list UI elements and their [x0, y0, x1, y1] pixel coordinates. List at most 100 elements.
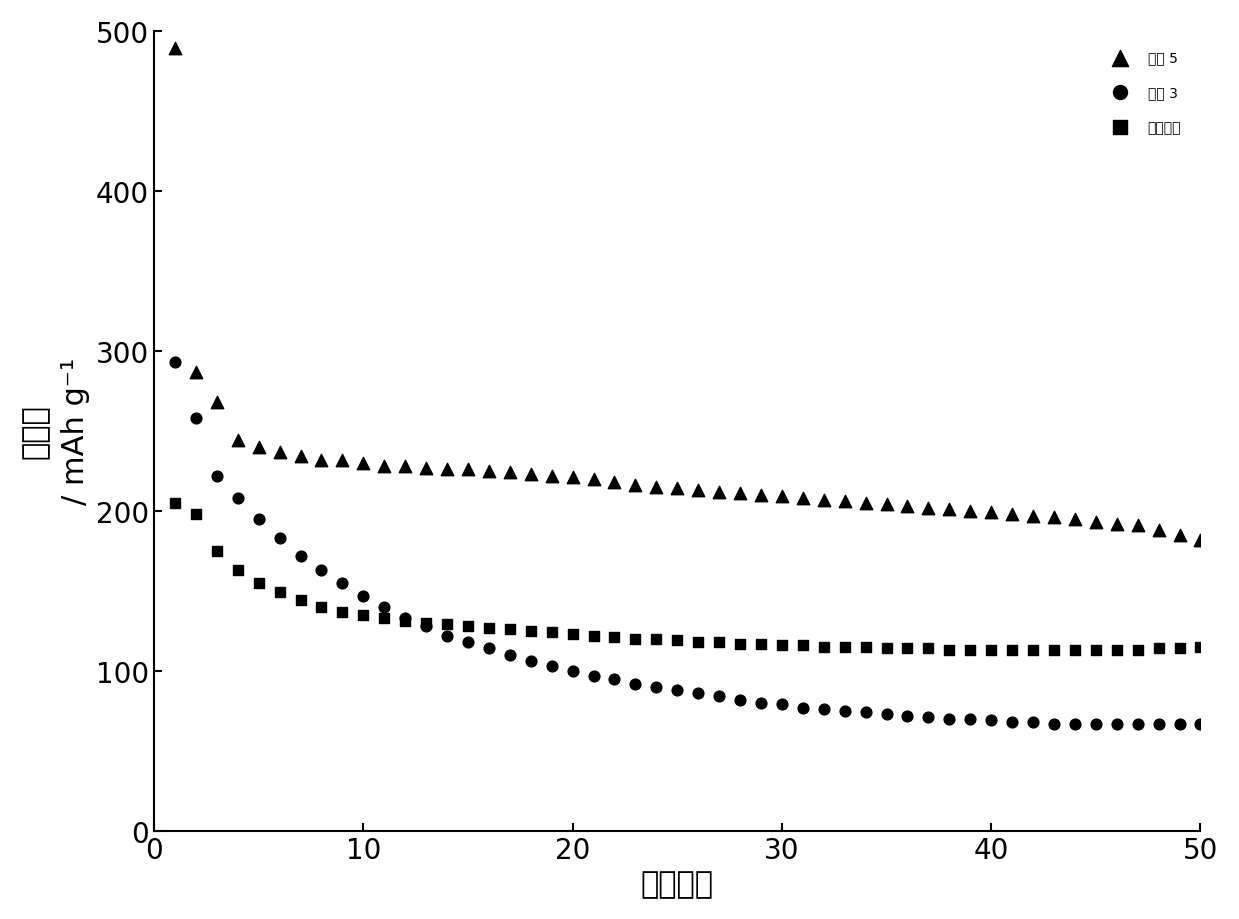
X-axis label: 循环次数: 循环次数	[641, 869, 714, 898]
对比样品	[960, 643, 980, 658]
对比样品	[939, 643, 959, 658]
样品 5	[311, 453, 331, 468]
样品 3	[960, 711, 980, 726]
样品 5	[437, 462, 457, 477]
样品 5	[165, 42, 185, 57]
对比样品	[688, 635, 707, 650]
对比样品	[186, 507, 206, 522]
样品 3	[647, 680, 667, 695]
样品 5	[939, 503, 959, 517]
样品 5	[584, 472, 603, 487]
对比样品	[647, 631, 667, 646]
样品 3	[291, 549, 311, 563]
对比样品	[584, 629, 603, 643]
样品 3	[1044, 717, 1064, 732]
样品 3	[270, 531, 290, 546]
对比样品	[793, 638, 813, 652]
样品 3	[730, 692, 750, 707]
Y-axis label: 比容量
/ mAh g⁻¹: 比容量 / mAh g⁻¹	[21, 357, 90, 505]
样品 5	[520, 467, 540, 482]
对比样品	[751, 637, 771, 652]
对比样品	[1149, 641, 1168, 656]
对比样品	[1106, 643, 1126, 658]
对比样品	[541, 625, 561, 640]
样品 5	[772, 490, 792, 505]
对比样品	[374, 611, 394, 626]
对比样品	[1023, 643, 1043, 658]
样品 5	[981, 505, 1001, 520]
样品 3	[793, 700, 813, 715]
样品 5	[1002, 507, 1022, 522]
样品 3	[395, 611, 415, 626]
对比样品	[520, 624, 540, 639]
样品 5	[814, 493, 834, 507]
样品 5	[897, 499, 917, 514]
样品 3	[332, 576, 352, 591]
对比样品	[1085, 643, 1105, 658]
样品 5	[395, 460, 415, 474]
样品 3	[981, 713, 1001, 728]
样品 5	[249, 440, 269, 455]
样品 5	[1149, 523, 1168, 538]
样品 5	[1106, 516, 1126, 531]
样品 3	[605, 672, 624, 686]
样品 5	[291, 449, 311, 464]
样品 3	[1002, 715, 1022, 730]
对比样品	[395, 614, 415, 629]
样品 3	[520, 654, 540, 669]
样品 3	[207, 469, 227, 483]
样品 3	[688, 686, 707, 701]
对比样品	[416, 616, 436, 630]
样品 5	[751, 488, 771, 503]
样品 3	[1066, 717, 1085, 732]
对比样品	[877, 641, 897, 656]
样品 5	[688, 483, 707, 498]
样品 5	[207, 395, 227, 410]
样品 5	[960, 504, 980, 518]
对比样品	[458, 618, 478, 633]
样品 3	[835, 704, 855, 719]
对比样品	[437, 618, 457, 632]
样品 5	[332, 453, 352, 468]
对比样品	[1002, 643, 1022, 658]
样品 5	[353, 456, 373, 471]
对比样品	[228, 563, 248, 578]
样品 3	[541, 659, 561, 674]
对比样品	[605, 630, 624, 645]
对比样品	[249, 576, 269, 591]
对比样品	[668, 633, 688, 648]
对比样品	[1170, 641, 1189, 656]
样品 5	[1191, 533, 1211, 548]
对比样品	[479, 620, 499, 635]
样品 5	[563, 471, 582, 485]
样品 5	[709, 484, 729, 499]
样品 5	[499, 466, 519, 481]
样品 3	[856, 705, 876, 720]
对比样品	[814, 640, 834, 654]
对比样品	[165, 496, 185, 511]
对比样品	[730, 637, 750, 652]
样品 3	[584, 668, 603, 683]
对比样品	[981, 643, 1001, 658]
样品 3	[165, 356, 185, 370]
样品 5	[270, 445, 290, 460]
样品 3	[563, 664, 582, 678]
对比样品	[353, 607, 373, 622]
样品 5	[835, 494, 855, 509]
样品 3	[897, 709, 917, 723]
对比样品	[835, 640, 855, 654]
对比样品	[1191, 640, 1211, 654]
样品 3	[479, 641, 499, 656]
样品 3	[186, 411, 206, 425]
样品 3	[499, 648, 519, 663]
样品 5	[228, 434, 248, 448]
样品 5	[626, 478, 646, 493]
样品 5	[605, 475, 624, 490]
Legend: 样品 5, 样品 3, 对比样品: 样品 5, 样品 3, 对比样品	[1100, 46, 1187, 141]
样品 3	[311, 563, 331, 578]
样品 3	[353, 588, 373, 603]
样品 3	[458, 635, 478, 650]
样品 3	[814, 702, 834, 717]
对比样品	[207, 544, 227, 559]
样品 5	[856, 496, 876, 511]
